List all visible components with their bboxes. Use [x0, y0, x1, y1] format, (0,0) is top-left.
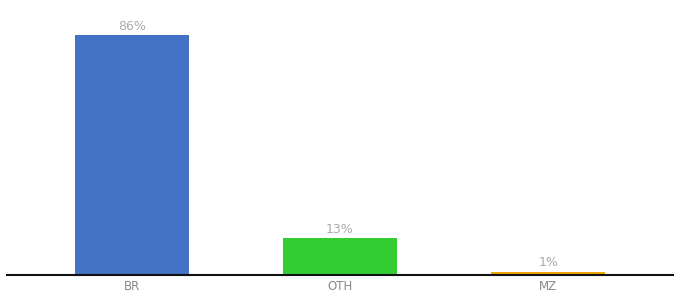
Bar: [491, 272, 605, 274]
Bar: [283, 238, 397, 274]
Bar: [75, 35, 189, 274]
Text: 86%: 86%: [118, 20, 146, 33]
Text: 1%: 1%: [539, 256, 558, 269]
Text: 13%: 13%: [326, 223, 354, 236]
